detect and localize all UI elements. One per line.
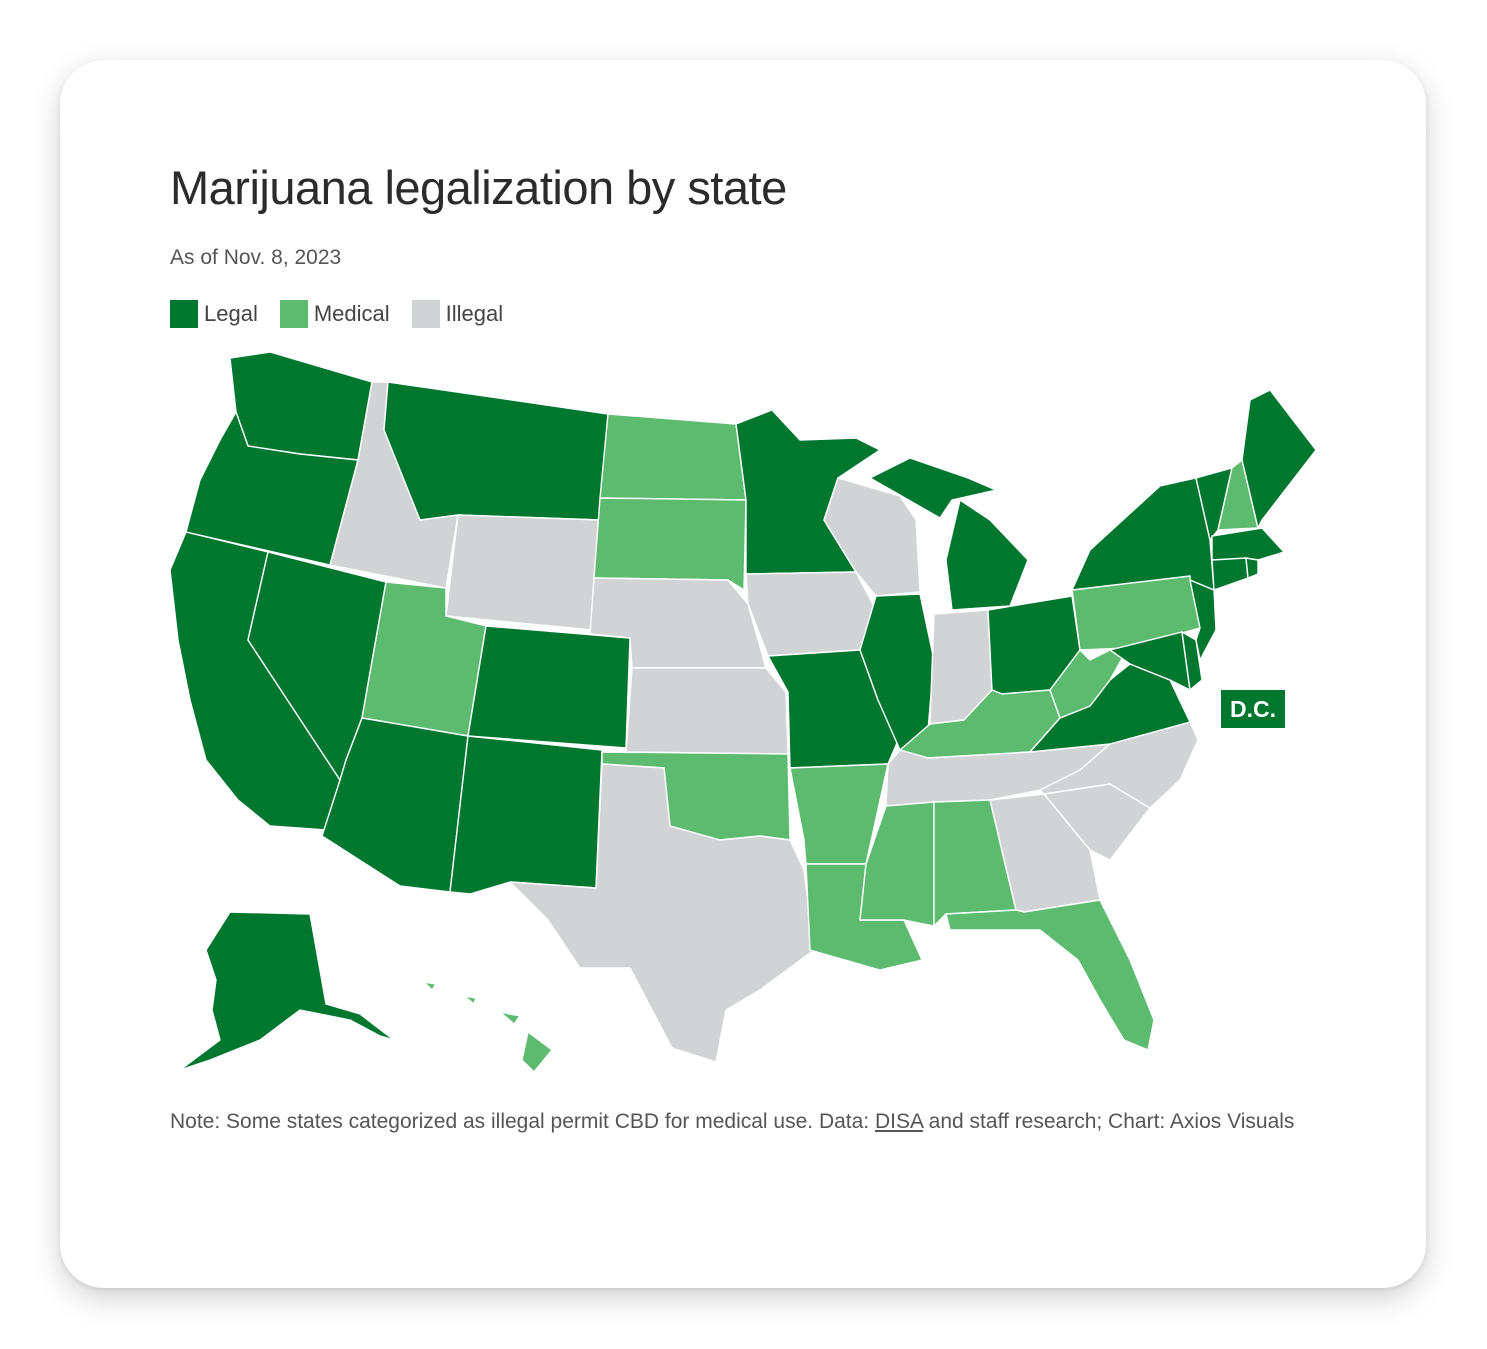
chart-subtitle: As of Nov. 8, 2023 [170,246,342,269]
state-maine[interactable] [1241,389,1317,529]
state-iowa[interactable] [745,571,877,657]
state-wyoming[interactable] [445,514,601,631]
state-north-carolina[interactable] [1039,721,1199,809]
state-connecticut[interactable] [1211,557,1249,591]
state-south-dakota[interactable] [593,497,747,591]
legend-swatch-illegal [411,300,440,328]
state-washington[interactable] [229,351,373,461]
state-maryland[interactable] [1109,631,1191,691]
state-texas[interactable] [509,763,815,1063]
state-new-york[interactable] [1071,477,1215,591]
legend-item-legal: Legal [170,300,258,328]
state-colorado[interactable] [467,625,631,749]
state-wisconsin[interactable] [823,477,921,597]
legend-item-medical: Medical [279,300,390,328]
state-kansas[interactable] [625,667,789,755]
chart-title: Marijuana legalization by state [170,161,787,214]
state-delaware[interactable] [1181,631,1203,691]
state-montana[interactable] [383,381,609,521]
legend-label-medical: Medical [313,301,390,326]
state-hawaii[interactable] [423,981,553,1073]
legend: Legal Medical Illegal [170,300,503,328]
legend-swatch-legal [170,300,198,328]
source-link-disa[interactable]: DISA [874,1110,923,1133]
state-massachusetts[interactable] [1211,527,1285,561]
state-new-mexico[interactable] [449,735,603,895]
note-text-after: and staff research; Chart: Axios Visuals [922,1110,1295,1133]
legend-item-illegal: Illegal [411,300,504,328]
state-north-dakota[interactable] [599,413,747,501]
state-rhode-island[interactable] [1245,557,1259,579]
state-alaska[interactable] [179,911,395,1071]
legend-label-illegal: Illegal [445,301,504,326]
dc-badge[interactable] [1221,690,1285,728]
chart-note: Note: Some states categorized as illegal… [170,1098,1350,1146]
note-text-before: Note: Some states categorized as illegal… [170,1110,875,1133]
legend-label-legal: Legal [204,301,258,326]
legend-swatch-medical [279,300,308,328]
dc-label: D.C. [1230,696,1276,722]
state-florida[interactable] [945,899,1155,1051]
